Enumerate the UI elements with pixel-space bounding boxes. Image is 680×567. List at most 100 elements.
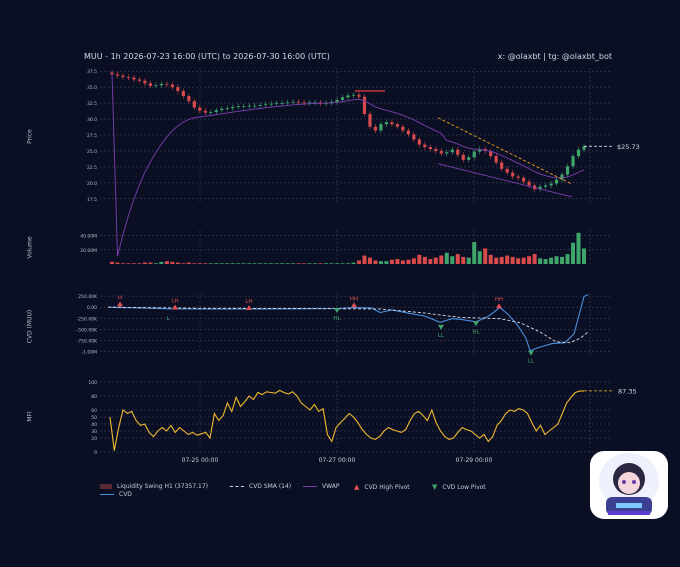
candle-body: [159, 83, 163, 86]
candle-body: [269, 103, 273, 105]
candle-body: [286, 102, 290, 104]
price-tick-label: 32.5: [87, 101, 97, 107]
volume-bar: [554, 256, 559, 264]
candle-body: [225, 108, 229, 109]
mfi-tick-label: 40: [91, 422, 97, 428]
volume-bar: [241, 263, 246, 264]
price-tick-label: 17.5: [87, 197, 97, 203]
candle-body: [340, 97, 345, 100]
candle-body: [313, 102, 317, 104]
candle-body: [357, 94, 361, 97]
candle-body: [154, 85, 158, 87]
volume-bar: [433, 257, 438, 264]
candle-body: [417, 139, 421, 145]
candle-body: [203, 110, 207, 113]
candle-body: [500, 162, 504, 169]
candle-body: [362, 96, 367, 114]
candle-body: [170, 84, 174, 88]
volume-bar: [351, 262, 356, 264]
candle-body: [192, 101, 196, 108]
candle-body: [236, 106, 240, 108]
volume-bar: [571, 242, 576, 264]
grid-layer: [100, 68, 612, 453]
volume-bar: [373, 260, 378, 264]
candle-body: [214, 110, 218, 113]
legend-vwap-label: VWAP: [322, 483, 340, 490]
volume-bar: [461, 256, 466, 264]
volume-bar: [505, 255, 510, 264]
candle-body: [505, 168, 509, 173]
cvd-sma-line: [107, 306, 589, 344]
volume-bar: [159, 261, 164, 264]
volume-bar: [406, 259, 411, 264]
legend-liquidity: Liquidity Swing H1 (37357.17): [100, 483, 208, 490]
volume-bar: [400, 260, 405, 264]
volume-bar: [296, 263, 301, 264]
volume-bar: [378, 261, 383, 264]
cvd-low-pivot-marker: [334, 307, 340, 313]
volume-bar: [230, 263, 235, 264]
volume-bar: [236, 263, 241, 264]
triangle-up-icon: ▲: [354, 483, 360, 491]
legend-cvd-low-label: CVD Low Pivot: [442, 483, 486, 491]
candle-body: [368, 113, 372, 127]
cvd-high-pivot-marker: [496, 303, 502, 309]
volume-bar: [153, 263, 158, 264]
legend-cvd-sma: CVD SMA (14): [230, 483, 291, 490]
candle-body: [538, 186, 542, 190]
candle-body: [187, 96, 191, 102]
cvd-high-pivot-marker: [246, 304, 252, 310]
volume-bar: [258, 263, 263, 264]
axis-labels: 17.5 20.0 22.5 25.0 27.5 30.0 32.5 35.0 37.5 $25.…: [77, 69, 640, 464]
volume-bar: [395, 259, 400, 264]
volume-bar: [549, 257, 554, 264]
legend-cvd: CVD: [100, 491, 132, 498]
volume-bar: [126, 263, 131, 264]
volume-bar: [499, 256, 504, 264]
volume-bar: [307, 263, 312, 264]
cvd-pivot-label: HH: [495, 297, 503, 303]
cvd-pivot-label: LL: [528, 359, 535, 365]
legend-cvd-sma-label: CVD SMA (14): [249, 483, 292, 490]
volume-bar: [560, 256, 565, 264]
candle-body: [137, 79, 142, 81]
candle-body: [494, 156, 498, 163]
candle-body: [121, 75, 125, 77]
volume-bar: [274, 263, 279, 264]
cvd-tick-label: -500.00K: [77, 327, 98, 333]
candle-body: [445, 152, 449, 154]
volume-bar: [483, 248, 488, 264]
last-price-label: $25.73: [617, 143, 640, 151]
candle-body: [165, 83, 169, 85]
cvd-high-pivot-marker: [172, 304, 178, 310]
chart-title: MUU - 1h 2026-07-23 16:00 (UTC) to 2026-…: [84, 52, 330, 61]
candle-body: [291, 101, 295, 103]
volume-bar: [186, 262, 191, 264]
cvd-tick-label: -750.00K: [77, 338, 98, 344]
candle-body: [258, 105, 262, 106]
cvd-tick-label: -250.00K: [77, 316, 98, 322]
candle-body: [242, 106, 246, 108]
mfi-panel: [109, 389, 612, 451]
volume-bar: [208, 263, 213, 264]
legend-cvd-sma-swatch: [230, 486, 244, 487]
trend-lower-line: [437, 163, 573, 198]
candle-body: [467, 157, 471, 160]
volume-bar: [181, 263, 186, 264]
candle-body: [543, 185, 548, 187]
legend-vwap: VWAP: [303, 483, 339, 490]
cvd-pivot-label: LH: [171, 299, 178, 305]
cvd-pivot-label: LH: [245, 299, 252, 305]
vwap-line: [111, 73, 585, 257]
volume-bar: [203, 263, 208, 264]
legend-vwap-swatch: [303, 486, 317, 487]
cvd-tick-label: 250.00K: [78, 294, 98, 300]
volume-bar: [362, 255, 367, 264]
candle-body: [428, 147, 432, 150]
candle-body: [384, 122, 389, 125]
volume-bar: [444, 252, 449, 264]
candle-body: [489, 150, 493, 157]
candle-body: [335, 99, 339, 102]
volume-bar: [115, 262, 120, 264]
